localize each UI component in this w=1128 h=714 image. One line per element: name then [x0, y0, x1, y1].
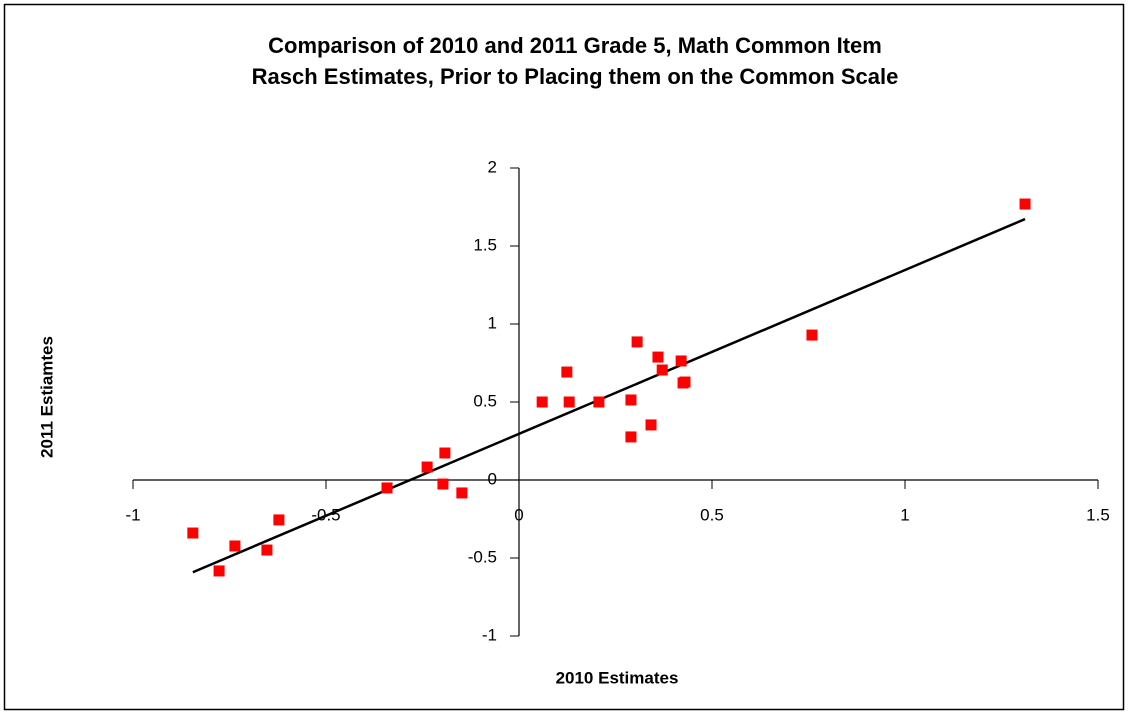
point	[261, 544, 273, 556]
chart-title: Rasch Estimates, Prior to Placing them o…	[252, 64, 899, 89]
y-tick-label: 0.5	[473, 391, 497, 410]
point	[437, 478, 449, 490]
point	[652, 351, 664, 363]
point	[631, 336, 643, 348]
point	[563, 396, 575, 408]
x-tick-label: 1	[900, 505, 909, 524]
y-tick-label: 1.5	[473, 235, 497, 254]
x-axis-label: 2010 Estimates	[556, 668, 679, 687]
x-tick-label: 0.5	[700, 505, 724, 524]
point	[593, 396, 605, 408]
y-tick-label: 2	[488, 157, 497, 176]
y-tick-label: 0	[488, 469, 497, 488]
point	[421, 461, 433, 473]
y-tick-label: -1	[482, 625, 497, 644]
y-tick-label: -0.5	[468, 547, 497, 566]
point	[273, 514, 285, 526]
point	[1019, 198, 1031, 210]
point	[536, 396, 548, 408]
x-tick-label: -1	[125, 505, 140, 524]
y-tick-label: 1	[488, 313, 497, 332]
trendline	[192, 217, 1026, 574]
point	[187, 527, 199, 539]
x-tick-label: 0	[514, 505, 523, 524]
x-tick-label: 1.5	[1086, 505, 1110, 524]
point	[806, 329, 818, 341]
point	[645, 419, 657, 431]
point	[625, 431, 637, 443]
point	[675, 355, 687, 367]
y-axis-label: 2011 Estiamtes	[37, 336, 56, 458]
point	[456, 487, 468, 499]
point	[213, 565, 225, 577]
point	[656, 364, 668, 376]
point	[561, 366, 573, 378]
point	[381, 482, 393, 494]
point	[229, 540, 241, 552]
chart-title: Comparison of 2010 and 2011 Grade 5, Mat…	[268, 33, 882, 58]
point	[439, 447, 451, 459]
point	[679, 376, 691, 388]
point	[625, 394, 637, 406]
chart-frame	[3, 3, 1125, 711]
